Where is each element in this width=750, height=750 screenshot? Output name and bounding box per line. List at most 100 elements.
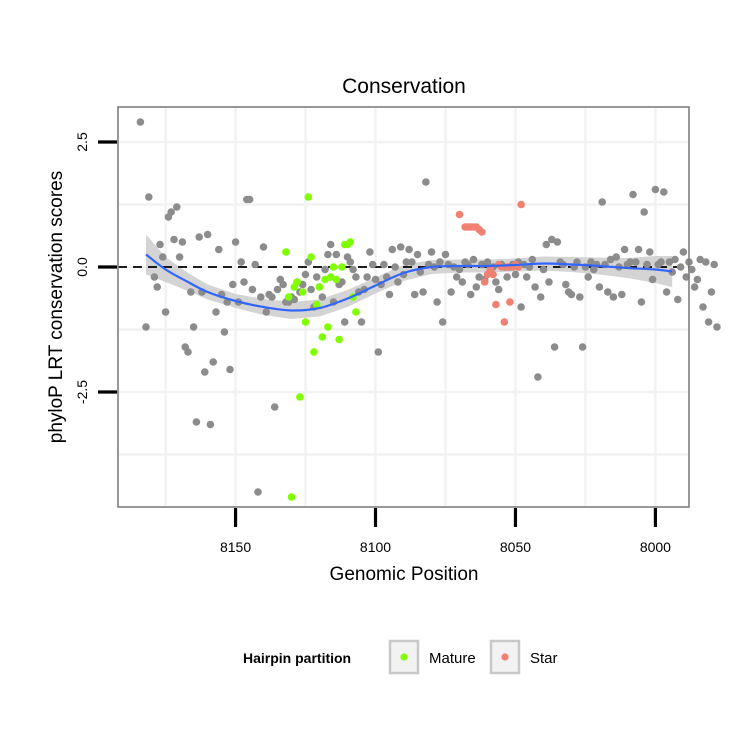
data-point-other [668,268,676,276]
data-point-other [237,258,245,266]
data-point-other [259,243,268,251]
data-point-mature [346,238,355,246]
points-layer [136,118,721,501]
chart-title: Conservation [342,75,466,98]
data-point-other [178,238,187,246]
data-point-other [643,260,651,269]
data-point-other [433,298,441,306]
data-point-other [413,250,422,259]
legend-entry-mature: Mature [388,639,476,675]
data-point-other [251,260,259,269]
data-point-other [203,230,212,239]
data-point-other [357,318,366,326]
data-point-star [517,200,525,209]
data-point-other [257,293,265,301]
data-point-mature [338,263,346,271]
data-point-other [567,290,576,299]
x-tick-label: 8100 [360,539,391,555]
data-point-other [612,253,620,261]
data-point-mature [335,335,343,344]
data-point-other [452,273,461,281]
data-point-star [480,278,489,286]
data-point-other [466,290,475,299]
data-point-other [340,318,349,326]
data-point-other [646,248,654,256]
data-point-other [640,208,648,216]
legend: Hairpin partition Mature Star [243,639,558,675]
data-point-other [159,253,167,261]
data-point-other [609,293,618,301]
data-point-other [576,293,584,301]
data-point-other [189,323,198,331]
data-point-mature [352,308,360,316]
y-tick-label: 0.0 [74,257,90,277]
data-point-other [637,298,646,306]
data-point-star [455,210,464,219]
data-point-other [536,293,545,301]
data-point-other [620,245,629,254]
data-point-other [562,280,570,289]
data-point-other [545,278,553,286]
data-point-other [674,295,682,304]
data-point-other [187,288,195,296]
series-mature [282,193,360,501]
data-point-other [394,278,402,286]
data-point-other [511,270,520,279]
data-point-other [396,243,405,251]
data-point-other [483,258,492,266]
data-point-other [626,258,634,266]
data-point-other [702,258,710,266]
y-axis-label: phyloP LRT conservation scores [46,171,67,444]
data-point-mature [287,493,296,501]
data-point-other [713,323,721,331]
data-point-mature [310,348,318,356]
data-point-other [469,255,478,264]
data-point-other [441,250,450,259]
data-point-other [136,118,145,126]
data-point-other [662,288,671,296]
data-point-star [506,298,514,306]
data-point-other [534,373,542,381]
data-point-star [492,300,500,309]
data-point-other [618,290,626,299]
data-point-other [273,285,282,294]
data-point-star [478,228,486,236]
data-point-other [195,233,203,241]
data-point-other [318,293,327,301]
data-point-mature [312,300,321,309]
legend-title: Hairpin partition [243,650,351,666]
data-point-mature [318,333,327,341]
legend-entry-star: Star [489,639,558,675]
data-point-other [206,420,215,429]
x-tick-label: 8000 [640,539,671,555]
data-point-other [167,208,175,216]
data-point-other [312,273,321,281]
data-point-other [410,290,419,299]
data-point-other [170,235,178,244]
data-point-other [368,260,377,269]
data-point-other [598,198,606,206]
data-point-other [494,285,503,294]
data-point-other [248,285,257,294]
data-point-other [402,258,411,266]
y-axis-ticks: 2.5 0.0 -2.5 [74,132,117,404]
data-point-other [438,318,447,326]
data-point-other [707,288,716,296]
data-point-other [262,308,271,316]
data-point-star [489,270,497,279]
data-point-other [332,250,341,259]
legend-marker-star [501,653,509,661]
data-point-other [388,245,397,254]
data-point-mature [315,283,324,291]
data-point-other [699,303,707,311]
data-point-mature [324,323,332,331]
data-point-other [651,185,660,194]
data-point-other [436,258,444,266]
x-tick-label: 8150 [220,539,251,555]
legend-key-star [489,639,521,675]
data-point-other [539,265,548,274]
y-tick-label: 2.5 [74,132,90,152]
data-point-other [366,248,374,256]
smooth-confidence-band-layer [146,234,673,319]
data-point-other [226,365,234,374]
